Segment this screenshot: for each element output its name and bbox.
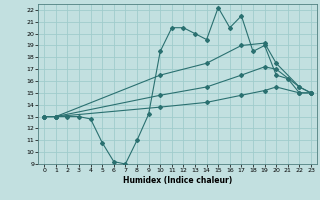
X-axis label: Humidex (Indice chaleur): Humidex (Indice chaleur) (123, 176, 232, 185)
